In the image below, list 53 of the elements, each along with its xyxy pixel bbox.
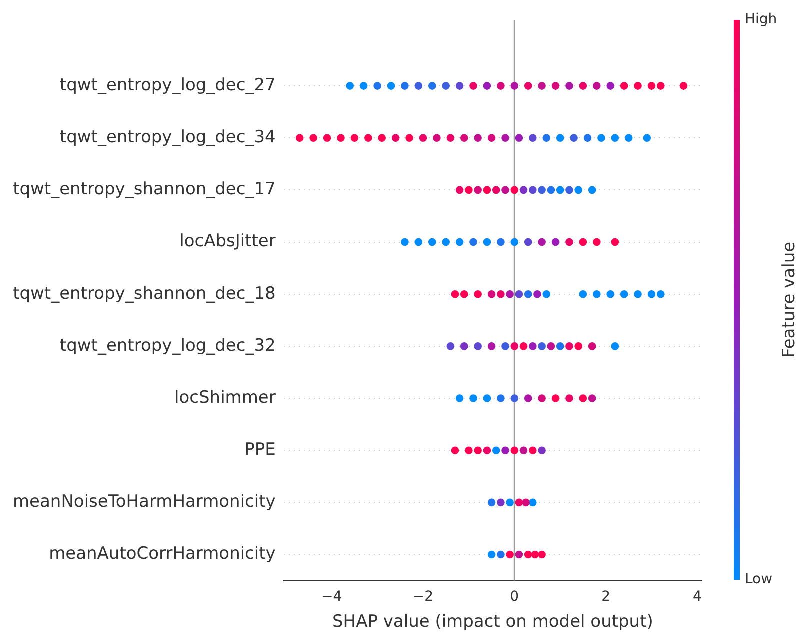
point [465, 186, 473, 194]
x-axis-title: SHAP value (impact on model output) [332, 612, 654, 632]
x-tick-label: 2 [602, 588, 610, 605]
point [456, 394, 464, 402]
point [474, 290, 482, 298]
point [510, 186, 519, 194]
point [510, 446, 519, 454]
point [497, 238, 505, 246]
point [556, 342, 564, 350]
x-tick-label: 4 [692, 588, 702, 605]
y-tick-label: tqwt_entropy_shannon_dec_17 [13, 180, 276, 200]
point [634, 290, 642, 298]
color-bar-label: Low [745, 572, 773, 588]
point [547, 186, 556, 194]
point [506, 550, 514, 559]
point [520, 342, 528, 350]
y-tick-label: locAbsJitter [180, 232, 276, 252]
point [611, 342, 620, 350]
point [460, 342, 468, 350]
point [470, 82, 478, 90]
x-tick-label: −4 [322, 588, 342, 605]
y-tick-label: PPE [244, 440, 276, 460]
point [460, 290, 468, 298]
point [538, 550, 546, 559]
y-tick-label: meanAutoCorrHarmonicity [49, 544, 276, 564]
point [538, 446, 546, 454]
point [592, 82, 601, 90]
x-tick-label: 0 [510, 588, 520, 605]
point [419, 134, 428, 142]
point [520, 186, 528, 194]
point [346, 82, 354, 90]
color-bar-title: Feature value [779, 242, 797, 358]
x-tick-label: −2 [412, 588, 434, 605]
y-tick-label: locShimmer [174, 388, 276, 408]
y-tick-label: tqwt_entropy_log_dec_32 [60, 336, 276, 356]
y-tick-label: tqwt_entropy_log_dec_34 [60, 128, 276, 148]
point [497, 498, 505, 507]
point [588, 186, 596, 194]
point [310, 134, 318, 142]
point [474, 446, 482, 454]
point [465, 446, 473, 454]
point [401, 238, 409, 246]
point [378, 134, 386, 142]
y-tick-label: tqwt_entropy_log_dec_27 [60, 75, 276, 96]
y-tick-label: meanNoiseToHarmHarmonicity [12, 492, 276, 512]
color-bar-label: High [745, 12, 778, 28]
point [488, 550, 496, 559]
point [574, 186, 583, 194]
point [323, 134, 332, 142]
y-tick-label: tqwt_entropy_shannon_dec_18 [13, 284, 276, 304]
point [620, 290, 628, 298]
point [524, 290, 532, 298]
point [643, 134, 652, 142]
